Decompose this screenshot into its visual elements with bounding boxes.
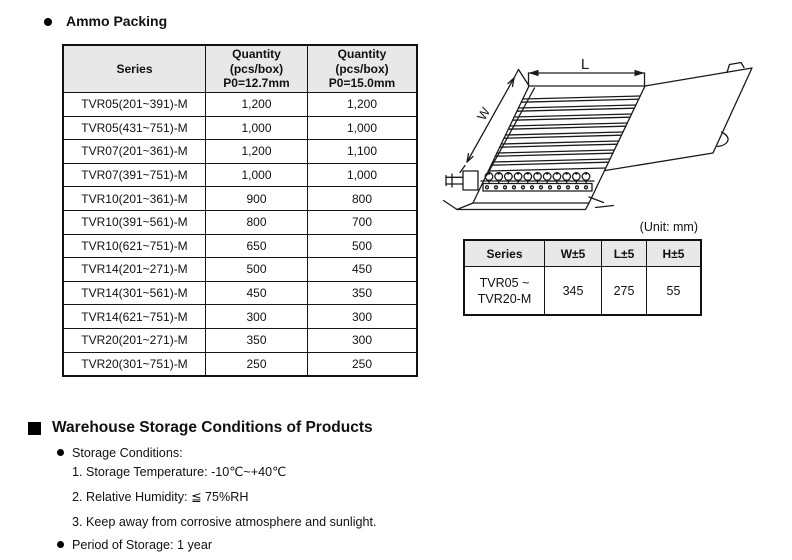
series-cell: TVR10(621~751)-M (62, 233, 206, 259)
qty-cell: 1,200 (205, 92, 308, 117)
tape-exit-component (445, 170, 479, 191)
h-column-header: H±5 (646, 239, 702, 267)
bullet-icon (44, 18, 52, 26)
series-column-header: Series (62, 44, 206, 93)
series-cell: TVR10(201~361)-M (62, 186, 206, 211)
box-dimensions-table: Series W±5 L±5 H±5 TVR05 ~ TVR20-M 345 2… (463, 239, 702, 316)
qty-cell: 1,000 (307, 115, 418, 141)
storage-conditions-label: Storage Conditions: (72, 446, 183, 460)
qty-cell: 800 (205, 209, 308, 235)
qty-cell: 700 (307, 209, 418, 235)
series-cell: TVR14(201~271)-M (62, 257, 206, 282)
qty-cell: 1,000 (307, 162, 418, 188)
table-row: TVR20(201~271)-M 350 300 (62, 327, 418, 353)
series-cell: TVR10(391~561)-M (62, 209, 206, 235)
qty-cell: 250 (205, 351, 308, 377)
qty-cell: 500 (205, 257, 308, 282)
w-value-cell: 345 (544, 266, 602, 316)
series-cell: TVR20(301~751)-M (62, 351, 206, 377)
series-cell: TVR05(431~751)-M (62, 115, 206, 141)
storage-condition-item: 2. Relative Humidity: ≦ 75%RH (72, 490, 249, 504)
ammo-box-diagram: L W (442, 56, 753, 211)
table-row: TVR10(391~561)-M 800 700 (62, 209, 418, 235)
taped-components (482, 172, 593, 192)
qty-cell: 800 (307, 186, 418, 211)
qty-cell: 650 (205, 233, 308, 259)
qty-cell: 1,100 (307, 139, 418, 164)
bullet-icon (57, 541, 64, 548)
qty-cell: 450 (205, 280, 308, 306)
table-row: TVR14(201~271)-M 500 450 (62, 257, 418, 282)
qty-cell: 1,000 (205, 115, 308, 141)
l-dimension-label: L (581, 56, 589, 73)
qty-cell: 300 (205, 304, 308, 329)
square-bullet-icon (28, 422, 41, 435)
series-cell: TVR14(621~751)-M (62, 304, 206, 329)
l-value-cell: 275 (601, 266, 647, 316)
qty-cell: 1,200 (205, 139, 308, 164)
series-cell: TVR07(391~751)-M (62, 162, 206, 188)
w-column-header: W±5 (544, 239, 602, 267)
table-row: TVR14(621~751)-M 300 300 (62, 304, 418, 329)
qty-127-column-header: Quantity (pcs/box) P0=12.7mm (205, 44, 308, 93)
qty-cell: 500 (307, 233, 418, 259)
qty-150-column-header: Quantity (pcs/box) P0=15.0mm (307, 44, 418, 93)
l-column-header: L±5 (601, 239, 647, 267)
unit-note: (Unit: mm) (639, 220, 698, 234)
series-cell: TVR07(201~361)-M (62, 139, 206, 164)
qty-cell: 1,200 (307, 92, 418, 117)
qty-cell: 450 (307, 257, 418, 282)
storage-section-title: Warehouse Storage Conditions of Products (52, 419, 373, 436)
series-cell: TVR05(201~391)-M (62, 92, 206, 117)
qty-cell: 350 (307, 280, 418, 306)
table-row: TVR05(431~751)-M 1,000 1,000 (62, 115, 418, 141)
table-header-row: Series W±5 L±5 H±5 (463, 239, 702, 267)
series-cell: TVR14(301~561)-M (62, 280, 206, 306)
qty-cell: 250 (307, 351, 418, 377)
qty-cell: 900 (205, 186, 308, 211)
table-row: TVR14(301~561)-M 450 350 (62, 280, 418, 306)
qty-cell: 300 (307, 304, 418, 329)
ammo-packing-title: Ammo Packing (66, 13, 168, 29)
storage-condition-item: 3. Keep away from corrosive atmosphere a… (72, 515, 377, 529)
bullet-icon (57, 449, 64, 456)
table-header-row: Series Quantity (pcs/box) P0=12.7mm Quan… (62, 44, 418, 93)
table-row: TVR10(621~751)-M 650 500 (62, 233, 418, 259)
qty-cell: 350 (205, 327, 308, 353)
table-row: TVR07(391~751)-M 1,000 1,000 (62, 162, 418, 188)
series-cell: TVR20(201~271)-M (62, 327, 206, 353)
table-row: TVR05(201~391)-M 1,200 1,200 (62, 92, 418, 117)
storage-condition-item: 1. Storage Temperature: -10℃~+40℃ (72, 465, 287, 479)
qty-cell: 300 (307, 327, 418, 353)
qty-cell: 1,000 (205, 162, 308, 188)
table-row: TVR07(201~361)-M 1,200 1,100 (62, 139, 418, 164)
table-row: TVR10(201~361)-M 900 800 (62, 186, 418, 211)
period-of-storage-label: Period of Storage: 1 year (72, 538, 213, 552)
series-range-cell: TVR05 ~ TVR20-M (463, 266, 545, 316)
table-row: TVR05 ~ TVR20-M 345 275 55 (463, 266, 702, 316)
h-value-cell: 55 (646, 266, 702, 316)
table-row: TVR20(301~751)-M 250 250 (62, 351, 418, 377)
series-column-header: Series (463, 239, 545, 267)
packing-quantity-table: Series Quantity (pcs/box) P0=12.7mm Quan… (62, 44, 418, 378)
dimension-w (459, 68, 530, 174)
